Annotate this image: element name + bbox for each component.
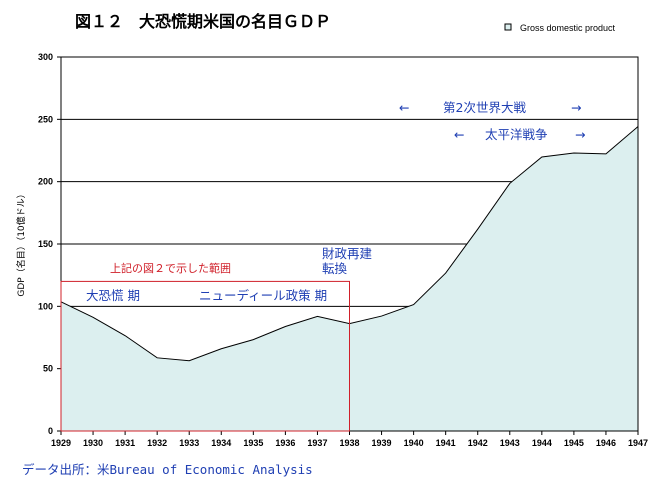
new-deal-period-label: ニューディール政策 期 (199, 288, 327, 303)
x-tick-label: 1946 (596, 438, 616, 448)
y-tick-label: 100 (38, 301, 53, 311)
ww2-arrow-left: ← (399, 100, 409, 115)
y-tick-label: 300 (38, 52, 53, 62)
y-tick-label: 250 (38, 114, 53, 124)
pacific-arrow-left: ← (454, 127, 464, 142)
x-tick-label: 1930 (83, 438, 103, 448)
x-tick-label: 1936 (275, 438, 295, 448)
x-tick-label: 1944 (532, 438, 552, 448)
x-tick-label: 1938 (339, 438, 359, 448)
fiscal-label-line1: 財政再建 (322, 246, 373, 261)
y-axis-label: GDP（名目）（10億ドル） (15, 189, 27, 296)
legend-swatch (504, 23, 512, 31)
x-tick-label: 1931 (115, 438, 135, 448)
x-tick-label: 1941 (436, 438, 456, 448)
x-tick-label: 1935 (243, 438, 263, 448)
y-tick-label: 200 (38, 177, 53, 187)
x-tick-label: 1939 (372, 438, 392, 448)
x-tick-label: 1934 (211, 438, 231, 448)
y-axis-ticks: 0 50 100 150 200 250 300 (38, 52, 61, 436)
x-tick-label: 1947 (628, 438, 648, 448)
y-tick-label: 0 (48, 426, 53, 436)
y-tick-label: 50 (43, 364, 53, 374)
ww2-label: 第2次世界大戦 (443, 100, 526, 115)
pacific-war-label: 太平洋戦争 (485, 127, 548, 142)
x-tick-label: 1943 (500, 438, 520, 448)
legend: Gross domestic product (504, 23, 616, 33)
highlight-label: 上記の図２で示した範囲 (110, 261, 231, 275)
x-tick-label: 1945 (564, 438, 584, 448)
chart-title: 図１２ 大恐慌期米国の名目ＧＤＰ (75, 12, 331, 31)
x-tick-label: 1940 (404, 438, 424, 448)
pacific-arrow-right: → (575, 127, 585, 142)
fiscal-label-line2: 転換 (322, 261, 348, 276)
x-axis-ticks: 1929 1930 1931 1932 1933 1934 1935 1936 1937 1938… (51, 431, 648, 448)
y-tick-label: 150 (38, 239, 53, 249)
x-tick-label: 1932 (147, 438, 167, 448)
x-tick-label: 1937 (307, 438, 327, 448)
x-tick-label: 1942 (468, 438, 488, 448)
source-note: データ出所：米Bureau of Economic Analysis (22, 462, 313, 477)
depression-period-label: 大恐慌 期 (86, 288, 140, 303)
x-tick-label: 1933 (179, 438, 199, 448)
ww2-arrow-right: → (571, 100, 581, 115)
x-tick-label: 1929 (51, 438, 71, 448)
highlight-range-box (60, 280, 350, 432)
legend-label: Gross domestic product (520, 23, 616, 33)
